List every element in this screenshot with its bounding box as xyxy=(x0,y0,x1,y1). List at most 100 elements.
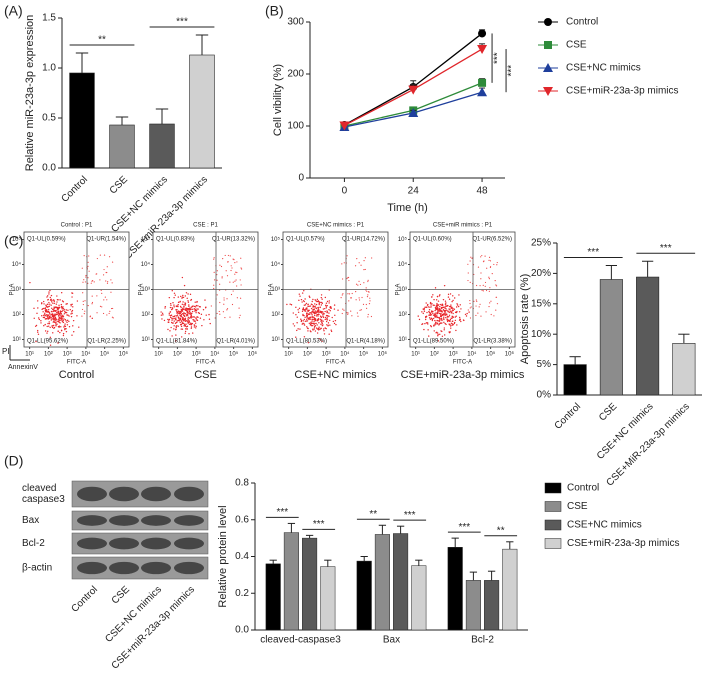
cell-dot xyxy=(222,258,224,260)
cell-dot xyxy=(177,304,179,306)
cell-dot xyxy=(190,312,193,315)
cell-dot xyxy=(171,335,173,337)
cell-dot xyxy=(55,303,58,305)
cell-dot xyxy=(307,310,309,313)
cell-dot xyxy=(463,319,465,322)
cell-dot xyxy=(314,303,316,305)
cell-dot xyxy=(216,270,218,272)
cell-dot xyxy=(104,296,106,298)
cell-dot xyxy=(439,294,441,296)
cell-dot xyxy=(62,308,65,310)
y-tick-label: 10³ xyxy=(141,287,150,293)
cell-dot xyxy=(87,304,89,307)
cell-dot xyxy=(482,261,485,263)
cell-dot xyxy=(359,309,361,311)
cell-dot xyxy=(184,312,186,315)
cell-dot xyxy=(433,313,436,315)
cell-dot xyxy=(194,322,197,324)
cell-dot xyxy=(311,324,314,327)
cell-dot xyxy=(180,311,183,313)
quadrant-label: Q1-UL(0.57%) xyxy=(286,237,325,243)
cell-dot xyxy=(434,314,436,316)
cell-dot xyxy=(451,315,453,318)
cell-dot xyxy=(361,296,363,299)
blot-band xyxy=(109,537,139,550)
cell-dot xyxy=(60,303,63,306)
x-tick-label: 10⁵ xyxy=(486,351,496,358)
quadrant-label: Q1-LR(3.38%) xyxy=(473,339,512,345)
blot-band xyxy=(77,486,107,502)
cell-dot xyxy=(314,299,316,301)
blot-band xyxy=(141,486,171,502)
bar xyxy=(374,534,390,631)
cell-dot xyxy=(48,305,51,307)
cell-dot xyxy=(175,325,177,327)
bar xyxy=(149,123,175,169)
y-tick-label: 0.6 xyxy=(235,514,249,525)
cell-dot xyxy=(50,310,53,313)
quadrant-label: Q1-LL(89.50%) xyxy=(413,339,454,345)
cell-dot xyxy=(356,312,359,314)
cell-dot xyxy=(187,300,189,302)
cell-dot xyxy=(464,313,467,316)
blot-strip xyxy=(71,556,209,580)
cell-dot xyxy=(297,328,299,330)
cell-dot xyxy=(360,264,362,266)
plot-caption: Control xyxy=(59,369,94,381)
flow-plot xyxy=(282,231,389,348)
cell-dot xyxy=(177,319,180,322)
cell-dot xyxy=(435,321,437,324)
point xyxy=(478,78,487,87)
cell-dot xyxy=(90,282,92,284)
cell-dot xyxy=(62,314,64,317)
cell-dot xyxy=(488,256,491,258)
cell-dot xyxy=(312,329,314,331)
cell-dot xyxy=(195,312,197,314)
cell-dot xyxy=(438,320,441,322)
cell-dot xyxy=(311,320,313,322)
cell-dot xyxy=(455,315,457,317)
cell-dot xyxy=(357,284,359,286)
cell-dot xyxy=(447,310,449,312)
cell-dot xyxy=(199,317,202,319)
cell-dot xyxy=(61,315,63,318)
cell-dot xyxy=(295,313,297,316)
cell-dot xyxy=(328,333,330,335)
cell-dot xyxy=(421,311,423,313)
cell-dot xyxy=(417,315,419,317)
cell-dot xyxy=(315,318,317,320)
legend-label: CSE+miR-23a-3p mimics xyxy=(567,538,680,549)
cell-dot xyxy=(85,274,87,277)
cell-dot xyxy=(325,307,328,309)
cell-dot xyxy=(64,318,67,321)
cell-dot xyxy=(467,272,469,274)
bar xyxy=(302,537,318,631)
cell-dot xyxy=(469,302,471,305)
cell-dot xyxy=(59,315,62,317)
y-tick-label: 10¹ xyxy=(141,337,150,343)
cell-dot xyxy=(296,322,298,324)
cell-dot xyxy=(319,311,321,313)
cell-dot xyxy=(182,301,184,303)
significance-label: *** xyxy=(313,519,325,530)
cell-dot xyxy=(180,336,183,338)
cell-dot xyxy=(424,318,427,321)
cell-dot xyxy=(467,263,469,265)
cell-dot xyxy=(444,322,446,325)
cell-dot xyxy=(195,327,197,329)
cell-dot xyxy=(311,313,313,316)
cell-dot xyxy=(226,298,228,300)
cell-dot xyxy=(72,319,75,322)
cell-dot xyxy=(310,324,313,327)
x-tick-label: cleaved-caspase3 xyxy=(260,635,341,646)
cell-dot xyxy=(469,317,472,319)
cell-dot xyxy=(55,322,57,324)
row-label: Bax xyxy=(22,515,39,526)
cell-dot xyxy=(348,279,350,282)
plot-title: CSE+miR mimics : P1 xyxy=(433,223,493,229)
cell-dot xyxy=(71,292,74,294)
cell-dot xyxy=(312,298,314,301)
cell-dot xyxy=(367,294,369,296)
cell-dot xyxy=(347,313,349,315)
